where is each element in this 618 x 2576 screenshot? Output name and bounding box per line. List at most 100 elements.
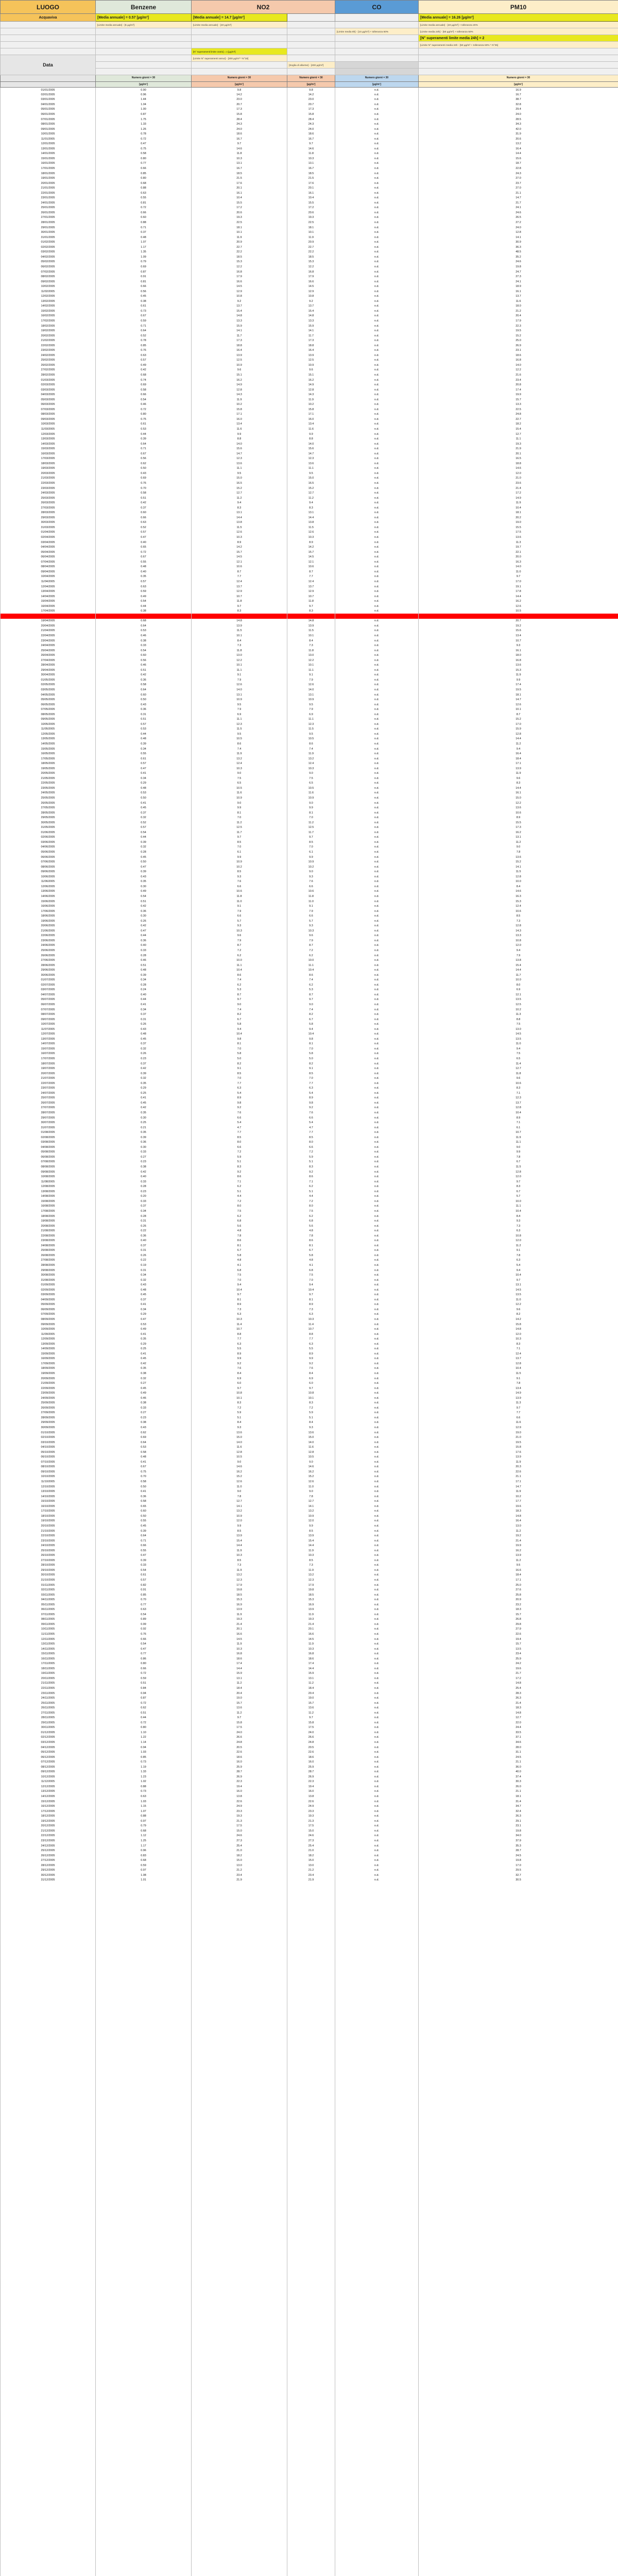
table-row[interactable]: 27/01/2005 0.60 19.3 19.3 n.d. 26.5 bbox=[0, 215, 618, 221]
table-row[interactable] bbox=[0, 2222, 618, 2227]
table-row[interactable]: 14/12/2005 0.63 13.8 13.8 n.d. 18.1 bbox=[0, 1794, 618, 1799]
table-row[interactable]: 07/05/2005 0.36 7.9 7.9 n.d. 10.1 bbox=[0, 707, 618, 712]
table-row[interactable] bbox=[0, 2296, 618, 2301]
table-row[interactable]: 20/08/2005 0.26 5.6 5.6 n.d. 7.3 bbox=[0, 1223, 618, 1229]
table-row[interactable]: 01/12/2005 1.10 24.0 24.0 n.d. 33.5 bbox=[0, 1730, 618, 1735]
table-row[interactable]: 11/01/2005 0.72 16.7 16.7 n.d. 20.6 bbox=[0, 136, 618, 142]
table-row[interactable]: 25/07/2005 0.41 8.9 8.9 n.d. 12.3 bbox=[0, 1095, 618, 1101]
table-row[interactable] bbox=[0, 2458, 618, 2463]
table-row[interactable]: 21/09/2005 0.27 6.0 6.0 n.d. 7.8 bbox=[0, 1381, 618, 1386]
table-row[interactable] bbox=[0, 2522, 618, 2527]
table-row[interactable]: 30/07/2005 0.25 5.4 5.4 n.d. 7.1 bbox=[0, 1120, 618, 1125]
table-row[interactable] bbox=[0, 2364, 618, 2370]
table-row[interactable]: 29/03/2005 0.66 14.4 14.4 n.d. 20.2 bbox=[0, 515, 618, 520]
table-row[interactable]: 12/07/2005 0.48 10.4 10.4 n.d. 14.5 bbox=[0, 1031, 618, 1037]
table-row[interactable]: 03/07/2005 0.24 5.3 5.3 n.d. 6.9 bbox=[0, 987, 618, 993]
table-row[interactable]: 12/05/2005 0.44 9.5 9.5 n.d. 12.8 bbox=[0, 732, 618, 737]
table-row[interactable] bbox=[0, 2094, 618, 2099]
table-row[interactable]: 22/02/2005 0.85 18.8 18.8 n.d. 26.9 bbox=[0, 343, 618, 348]
table-row[interactable] bbox=[0, 2153, 618, 2158]
table-row[interactable] bbox=[0, 2040, 618, 2045]
table-row[interactable]: 05/10/2005 0.58 12.8 12.8 n.d. 17.6 bbox=[0, 1449, 618, 1455]
table-row[interactable]: 28/03/2005 0.60 13.1 13.1 n.d. 18.1 bbox=[0, 510, 618, 516]
table-row[interactable]: 25/11/2005 0.72 15.7 15.7 n.d. 21.4 bbox=[0, 1700, 618, 1706]
table-row[interactable] bbox=[0, 2173, 618, 2178]
table-row[interactable] bbox=[0, 1912, 618, 1917]
table-row[interactable] bbox=[0, 2231, 618, 2237]
table-row[interactable]: 07/03/2005 0.72 15.8 15.8 n.d. 22.5 bbox=[0, 407, 618, 412]
table-row[interactable] bbox=[0, 2059, 618, 2065]
table-row[interactable]: 28/11/2005 0.44 9.7 9.7 n.d. 12.7 bbox=[0, 1715, 618, 1721]
table-row[interactable] bbox=[0, 1956, 618, 1961]
table-row[interactable]: 19/07/2005 0.42 9.1 9.1 n.d. 12.7 bbox=[0, 1066, 618, 1071]
table-row[interactable]: 14/11/2005 0.47 10.3 10.3 n.d. 13.5 bbox=[0, 1646, 618, 1652]
table-row[interactable]: 18/11/2005 0.66 14.4 14.4 n.d. 19.6 bbox=[0, 1666, 618, 1671]
table-row[interactable]: 19/11/2005 0.72 15.9 15.9 n.d. 21.7 bbox=[0, 1671, 618, 1676]
table-row[interactable]: 15/11/2005 0.77 16.8 16.8 n.d. 23.4 bbox=[0, 1651, 618, 1656]
table-row[interactable] bbox=[0, 2055, 618, 2060]
table-row[interactable]: 23/11/2005 0.94 20.4 20.4 n.d. 28.3 bbox=[0, 1690, 618, 1696]
table-row[interactable]: 21/12/2005 0.68 15.0 15.0 n.d. 19.8 bbox=[0, 1828, 618, 1834]
table-row[interactable]: 24/11/2005 0.87 19.0 19.0 n.d. 26.3 bbox=[0, 1696, 618, 1701]
table-row[interactable]: 01/03/2005 0.74 16.2 16.2 n.d. 23.4 bbox=[0, 377, 618, 383]
table-row[interactable]: 24/07/2005 0.25 5.4 5.4 n.d. 7.1 bbox=[0, 1091, 618, 1096]
table-row[interactable] bbox=[0, 2428, 618, 2434]
table-row[interactable]: 24/08/2005 0.37 8.1 8.1 n.d. 11.2 bbox=[0, 1243, 618, 1248]
table-row[interactable]: 10/01/2005 0.78 18.6 18.6 n.d. 31.9 bbox=[0, 131, 618, 137]
table-row[interactable]: 26/09/2005 0.33 7.2 7.2 n.d. 9.7 bbox=[0, 1405, 618, 1411]
table-row[interactable]: 17/10/2005 0.60 13.2 13.2 n.d. 18.3 bbox=[0, 1509, 618, 1514]
table-row[interactable] bbox=[0, 2188, 618, 2193]
table-row[interactable]: 01/11/2005 0.82 17.9 17.9 n.d. 25.0 bbox=[0, 1582, 618, 1588]
table-row[interactable] bbox=[0, 2064, 618, 2070]
table-row[interactable]: 03/04/2005 0.40 8.9 8.9 n.d. 11.3 bbox=[0, 539, 618, 545]
table-row[interactable]: 31/10/2005 0.57 12.3 12.3 n.d. 17.1 bbox=[0, 1578, 618, 1583]
table-row[interactable]: 11/04/2005 0.57 12.4 12.4 n.d. 17.0 bbox=[0, 579, 618, 584]
table-row[interactable] bbox=[0, 1966, 618, 1971]
table-row[interactable]: 08/12/2005 1.19 25.9 25.9 n.d. 36.0 bbox=[0, 1764, 618, 1770]
table-row[interactable]: 23/10/2005 0.71 15.4 15.4 n.d. 21.4 bbox=[0, 1538, 618, 1544]
table-row[interactable]: 07/08/2005 0.23 5.1 5.1 n.d. 6.7 bbox=[0, 1159, 618, 1165]
table-row[interactable] bbox=[0, 2113, 618, 2119]
table-row[interactable] bbox=[0, 2497, 618, 2503]
table-row[interactable] bbox=[0, 2123, 618, 2129]
table-row[interactable] bbox=[0, 2394, 618, 2399]
table-row[interactable] bbox=[0, 2443, 618, 2448]
table-row[interactable] bbox=[0, 1941, 618, 1947]
table-row[interactable]: 15/05/2005 0.34 7.4 7.4 n.d. 9.4 bbox=[0, 746, 618, 752]
table-row[interactable] bbox=[0, 2532, 618, 2537]
table-row[interactable]: 16/05/2005 0.55 11.9 11.9 n.d. 16.4 bbox=[0, 751, 618, 756]
table-row[interactable]: 03/09/2005 0.45 9.7 9.7 n.d. 13.5 bbox=[0, 1292, 618, 1298]
table-row[interactable]: 02/01/2005 0.96 14.2 14.2 n.d. 16.7 bbox=[0, 92, 618, 97]
table-row[interactable]: 07/12/2005 0.73 16.0 16.0 n.d. 21.1 bbox=[0, 1759, 618, 1765]
table-row[interactable]: 28/01/2005 0.88 22.5 22.5 n.d. 27.2 bbox=[0, 220, 618, 225]
table-row[interactable] bbox=[0, 2261, 618, 2266]
table-row[interactable]: 15/04/2005 0.54 11.8 11.8 n.d. 16.2 bbox=[0, 599, 618, 604]
table-row[interactable]: 03/10/2005 0.64 14.0 14.0 n.d. 19.5 bbox=[0, 1439, 618, 1445]
table-row[interactable]: 09/03/2005 0.75 16.0 16.0 n.d. 22.7 bbox=[0, 417, 618, 422]
table-row[interactable] bbox=[0, 2418, 618, 2424]
table-row[interactable] bbox=[0, 2306, 618, 2311]
table-row[interactable]: 31/08/2005 0.32 7.0 7.0 n.d. 9.7 bbox=[0, 1277, 618, 1283]
table-row[interactable]: 02/08/2005 0.39 8.5 8.5 n.d. 11.9 bbox=[0, 1134, 618, 1140]
table-row[interactable]: 04/10/2005 0.53 11.6 11.6 n.d. 15.8 bbox=[0, 1445, 618, 1450]
table-row[interactable]: 24/05/2005 0.53 11.6 11.6 n.d. 16.1 bbox=[0, 790, 618, 796]
table-row[interactable]: 28/05/2005 0.37 8.1 8.1 n.d. 10.6 bbox=[0, 810, 618, 816]
table-row[interactable] bbox=[0, 1961, 618, 1967]
table-row[interactable] bbox=[0, 2084, 618, 2090]
table-row[interactable]: 25/05/2005 0.50 10.9 10.9 n.d. 15.0 bbox=[0, 795, 618, 801]
table-row[interactable]: 08/05/2005 0.31 6.9 6.9 n.d. 8.7 bbox=[0, 711, 618, 717]
table-row[interactable]: 02/02/2005 1.17 22.7 22.7 n.d. 36.3 bbox=[0, 245, 618, 250]
table-row[interactable]: 20/09/2005 0.32 6.9 6.9 n.d. 9.1 bbox=[0, 1376, 618, 1381]
table-row[interactable]: 01/08/2005 0.35 7.7 7.7 n.d. 10.7 bbox=[0, 1130, 618, 1135]
table-row[interactable]: 25/06/2005 0.33 7.2 7.2 n.d. 9.4 bbox=[0, 948, 618, 953]
table-row[interactable]: 12/08/2005 0.28 6.2 6.2 n.d. 8.3 bbox=[0, 1184, 618, 1189]
table-row[interactable]: 02/04/2005 0.47 10.3 10.3 n.d. 13.6 bbox=[0, 535, 618, 540]
table-row[interactable]: 26/06/2005 0.28 6.2 6.2 n.d. 7.9 bbox=[0, 953, 618, 958]
table-row[interactable]: 14/09/2005 0.25 5.5 5.5 n.d. 7.1 bbox=[0, 1346, 618, 1352]
table-row[interactable]: 01/02/2005 1.07 20.9 20.9 n.d. 30.9 bbox=[0, 240, 618, 245]
table-row[interactable] bbox=[0, 2177, 618, 2183]
table-row[interactable] bbox=[0, 2242, 618, 2247]
table-row[interactable] bbox=[0, 2541, 618, 2547]
table-row[interactable]: 04/08/2005 0.30 6.6 6.6 n.d. 9.0 bbox=[0, 1145, 618, 1150]
table-row[interactable]: 07/06/2005 0.50 10.9 10.9 n.d. 15.2 bbox=[0, 859, 618, 865]
